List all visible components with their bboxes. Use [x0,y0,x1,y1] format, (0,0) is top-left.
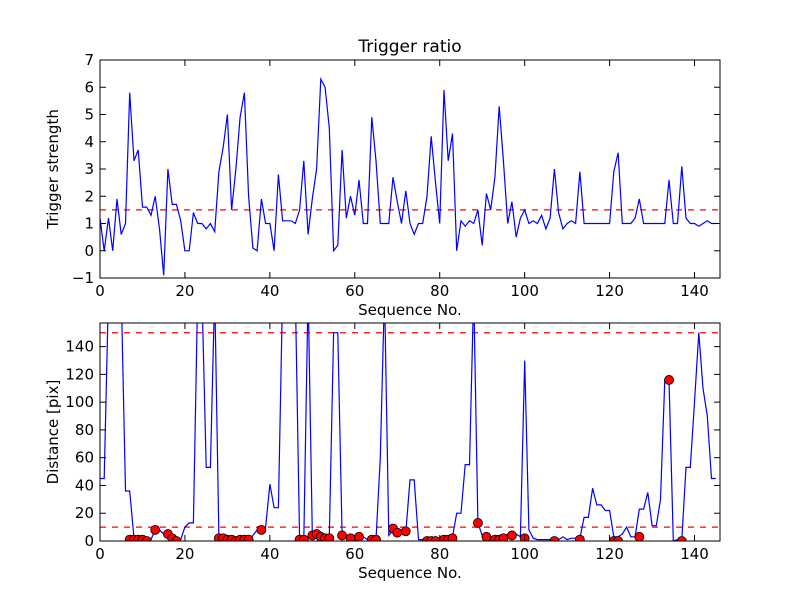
y-tick-label: 6 [84,78,94,96]
x-axis-label: Sequence No. [358,301,462,319]
y-tick-label: 1 [84,215,94,233]
y-tick-label: 120 [65,365,94,383]
y-tick-label: 20 [75,504,94,522]
data-point [324,533,335,541]
y-tick-label: 140 [65,338,94,356]
data-point [392,527,403,538]
data-point [664,375,674,385]
x-tick-label: 40 [260,545,279,563]
x-tick-label: 80 [430,282,449,300]
data-point [337,530,347,541]
y-tick-label: 0 [84,532,94,550]
data-point [676,536,687,541]
data-point [150,524,161,535]
y-tick-label: 60 [75,449,94,467]
data-point [141,536,152,541]
data-point [481,531,492,541]
data-point [574,534,585,541]
data-point [400,526,411,537]
y-tick-label: 40 [75,476,94,494]
y-tick-label: 0 [84,242,94,260]
y-tick-label: 3 [84,160,94,178]
x-tick-label: 60 [345,545,364,563]
x-tick-label: 120 [595,545,624,563]
y-tick-label: −1 [72,269,94,287]
data-point [634,531,645,541]
plot-frame [99,322,721,542]
data-point [430,536,441,541]
x-axis-label: Sequence No. [358,564,462,582]
series-line [100,323,716,541]
y-axis-label: Distance [pix] [44,380,62,485]
data-point [243,534,254,541]
x-tick-label: 60 [345,282,364,300]
data-point [613,536,623,541]
data-point [256,524,267,535]
y-tick-label: 4 [84,133,94,151]
x-tick-label: 0 [95,282,105,300]
data-point [473,518,483,528]
y-tick-label: 2 [84,187,94,205]
x-tick-label: 20 [175,282,194,300]
data-point [354,531,364,541]
data-point [371,534,381,541]
x-tick-label: 140 [680,282,709,300]
y-tick-label: 80 [75,421,94,439]
data-point [171,536,182,541]
x-tick-label: 80 [430,545,449,563]
y-axis-label: Trigger strength [44,109,62,230]
y-tick-label: 7 [84,51,94,69]
data-point [298,534,309,541]
data-point [507,530,517,541]
x-tick-label: 0 [95,545,105,563]
data-point [447,533,458,541]
series-line [100,76,716,276]
x-tick-label: 100 [510,545,539,563]
x-tick-label: 20 [175,545,194,563]
x-tick-label: 120 [595,282,624,300]
chart-title: Trigger ratio [357,37,461,57]
distance-chart: 0 20 40 60 80 100 120 140 0 20 40 60 80 100 120 140 Sequ… [44,322,721,582]
x-tick-label: 40 [260,282,279,300]
y-tick-label: 5 [84,106,94,124]
plot-frame [99,59,721,279]
x-tick-label: 100 [510,282,539,300]
y-tick-label: 100 [65,393,94,411]
x-tick-label: 140 [680,545,709,563]
data-point [549,536,560,541]
